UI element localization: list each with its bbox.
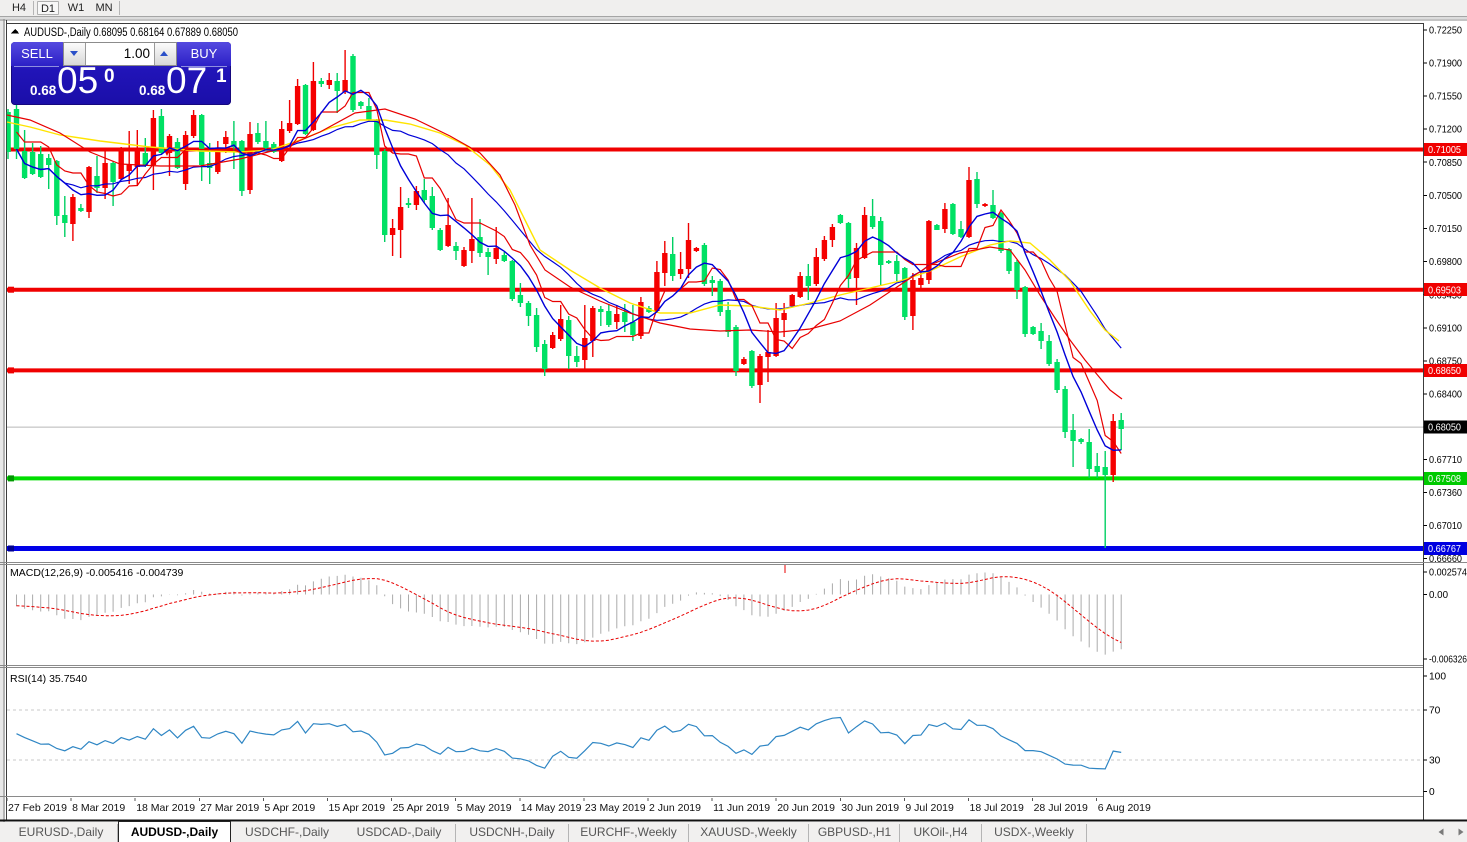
- svg-text:27 Mar 2019: 27 Mar 2019: [200, 802, 259, 814]
- svg-text:RSI(14) 35.7540: RSI(14) 35.7540: [10, 673, 87, 685]
- svg-text:0.68050: 0.68050: [1428, 423, 1461, 434]
- svg-text:0.66767: 0.66767: [1428, 544, 1461, 555]
- svg-text:5 Apr 2019: 5 Apr 2019: [264, 802, 315, 814]
- svg-text:0: 0: [1429, 787, 1435, 798]
- svg-text:0.71900: 0.71900: [1429, 59, 1462, 70]
- svg-text:0.70150: 0.70150: [1429, 224, 1462, 235]
- svg-text:5 May 2019: 5 May 2019: [457, 802, 512, 814]
- svg-text:MACD(12,26,9) -0.005416 -0.004: MACD(12,26,9) -0.005416 -0.004739: [10, 567, 184, 579]
- svg-text:0.71005: 0.71005: [1428, 145, 1461, 156]
- svg-text:0.68750: 0.68750: [1429, 357, 1462, 368]
- svg-text:11 Jun 2019: 11 Jun 2019: [713, 802, 770, 814]
- svg-text:0.69800: 0.69800: [1429, 257, 1462, 268]
- svg-text:0.71550: 0.71550: [1429, 92, 1462, 103]
- svg-text:27 Feb 2019: 27 Feb 2019: [8, 802, 67, 814]
- svg-text:0.70850: 0.70850: [1429, 158, 1462, 169]
- svg-text:0.67508: 0.67508: [1428, 474, 1461, 485]
- svg-text:18 Mar 2019: 18 Mar 2019: [136, 802, 195, 814]
- svg-text:14 May 2019: 14 May 2019: [521, 802, 582, 814]
- svg-text:0.66660: 0.66660: [1429, 554, 1462, 565]
- svg-text:6 Aug 2019: 6 Aug 2019: [1098, 802, 1151, 814]
- svg-text:0.71200: 0.71200: [1429, 125, 1462, 136]
- svg-text:0.72250: 0.72250: [1429, 25, 1462, 36]
- svg-text:18 Jul 2019: 18 Jul 2019: [970, 802, 1024, 814]
- svg-text:0.002574: 0.002574: [1429, 567, 1467, 578]
- svg-text:0.68650: 0.68650: [1428, 366, 1461, 377]
- svg-text:25 Apr 2019: 25 Apr 2019: [393, 802, 450, 814]
- svg-text:15 Apr 2019: 15 Apr 2019: [329, 802, 386, 814]
- svg-text:0.68400: 0.68400: [1429, 390, 1462, 401]
- svg-text:30: 30: [1429, 756, 1441, 767]
- svg-text:0.70500: 0.70500: [1429, 191, 1462, 202]
- svg-text:30 Jun 2019: 30 Jun 2019: [841, 802, 899, 814]
- svg-text:100: 100: [1429, 672, 1446, 683]
- svg-text:70: 70: [1429, 705, 1441, 716]
- svg-text:9 Jul 2019: 9 Jul 2019: [905, 802, 954, 814]
- svg-text:20 Jun 2019: 20 Jun 2019: [777, 802, 835, 814]
- svg-text:2 Jun 2019: 2 Jun 2019: [649, 802, 701, 814]
- svg-text:0.67010: 0.67010: [1429, 521, 1462, 532]
- svg-text:0.69100: 0.69100: [1429, 323, 1462, 334]
- svg-text:0.67360: 0.67360: [1429, 488, 1462, 499]
- svg-text:0.67710: 0.67710: [1429, 455, 1462, 466]
- svg-text:0.00: 0.00: [1429, 590, 1448, 601]
- svg-text:23 May 2019: 23 May 2019: [585, 802, 646, 814]
- svg-text:AUDUSD-,Daily 0.68095 0.68164: AUDUSD-,Daily 0.68095 0.68164 0.67889 0.…: [24, 27, 238, 39]
- svg-text:0.69503: 0.69503: [1428, 285, 1461, 296]
- svg-text:8 Mar 2019: 8 Mar 2019: [72, 802, 125, 814]
- svg-text:-0.006326: -0.006326: [1429, 655, 1467, 666]
- svg-text:28 Jul 2019: 28 Jul 2019: [1034, 802, 1088, 814]
